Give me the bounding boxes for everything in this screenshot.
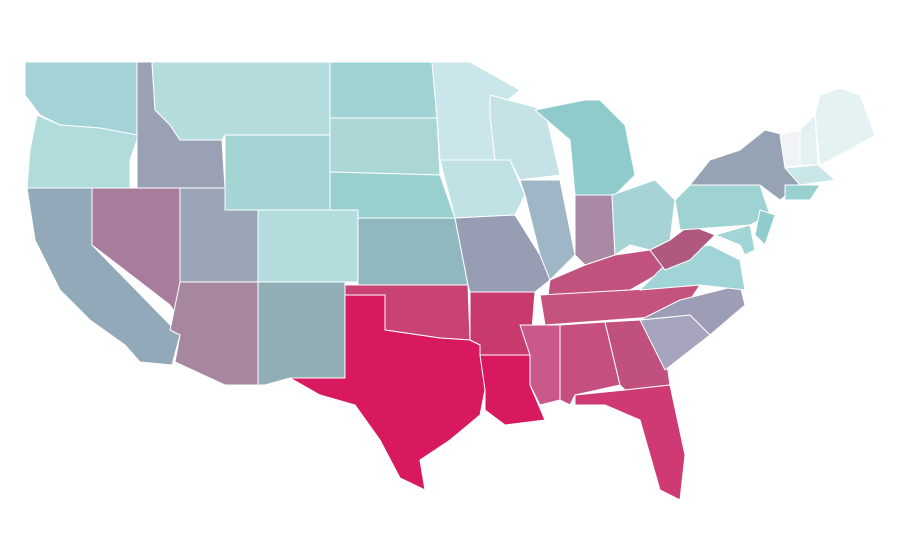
state-region — [454, 214, 551, 293]
state-region — [357, 217, 469, 286]
state-region — [439, 159, 526, 219]
state-region — [674, 184, 771, 231]
state-region — [814, 87, 876, 166]
state-region — [257, 281, 346, 386]
state-region — [329, 61, 438, 119]
state-region — [639, 284, 746, 336]
state-region — [151, 61, 331, 141]
state-region — [257, 209, 359, 283]
state-region — [534, 99, 636, 196]
state-region — [224, 134, 331, 211]
state-region — [329, 117, 441, 176]
state-region — [574, 194, 616, 266]
state-region — [289, 294, 486, 491]
state-region — [469, 291, 536, 356]
state-region — [169, 281, 259, 386]
state-region — [784, 184, 821, 201]
state-region — [574, 384, 686, 501]
state-region — [714, 224, 756, 256]
state-region — [26, 114, 138, 189]
state-region — [754, 209, 776, 246]
state-region — [784, 164, 836, 186]
